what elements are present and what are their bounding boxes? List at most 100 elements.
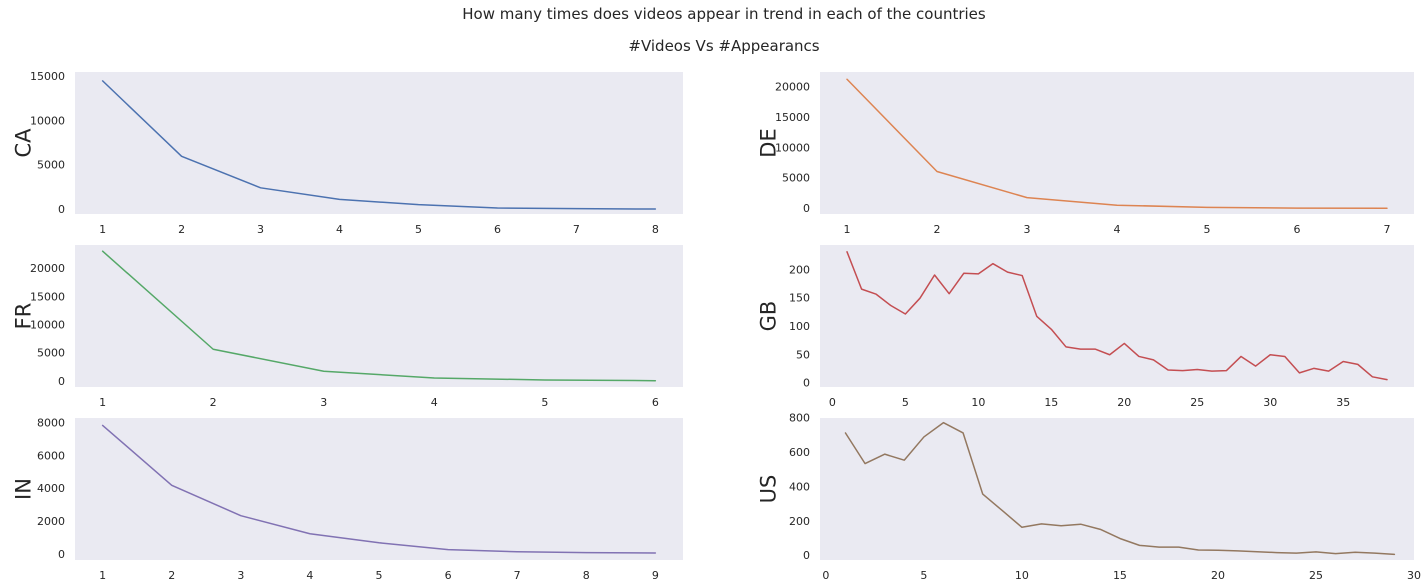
data-point-gb <box>1211 370 1213 372</box>
x-tick-label: 1 <box>844 223 851 236</box>
data-point-gb <box>1269 354 1271 356</box>
y-tick-label: 0 <box>803 549 810 562</box>
subplot-gb: GB 0 5 10 15 20 25 30 35 0 50 100 150 200 <box>756 245 1414 409</box>
x-tick-label: 1 <box>99 569 106 582</box>
plot-area-ca <box>75 72 683 214</box>
data-point-fr <box>101 250 103 252</box>
y-tick-label: 5000 <box>782 172 810 185</box>
series-line-ca <box>101 80 657 210</box>
data-point-fr <box>212 348 214 350</box>
data-point-gb <box>1225 369 1227 371</box>
x-tick-label: 3 <box>237 569 244 582</box>
y-tick-label: 20000 <box>775 81 810 94</box>
data-point-gb <box>1181 369 1183 371</box>
y-tick-label: 15000 <box>30 70 65 83</box>
x-tick-label: 30 <box>1263 396 1277 409</box>
data-point-gb <box>919 297 921 299</box>
data-point-us <box>1138 544 1140 546</box>
data-point-gb <box>1036 315 1038 317</box>
data-point-gb <box>1386 378 1388 380</box>
x-tick-label: 6 <box>494 223 501 236</box>
data-point-de <box>1206 206 1208 208</box>
data-point-de <box>1296 207 1298 209</box>
data-point-us <box>942 421 944 423</box>
data-point-in <box>240 514 242 516</box>
data-point-us <box>903 459 905 461</box>
data-point-ca <box>496 207 498 209</box>
y-tick-label: 5000 <box>37 159 65 172</box>
data-point-ca <box>259 187 261 189</box>
data-point-gb <box>1123 342 1125 344</box>
data-point-gb <box>1342 360 1344 362</box>
y-axis-label-in: IN <box>11 478 35 500</box>
data-point-gb <box>1050 328 1052 330</box>
y-tick-label: 200 <box>789 515 810 528</box>
plot-area-gb <box>820 245 1414 387</box>
y-tick-label: 0 <box>58 375 65 388</box>
data-point-gb <box>933 274 935 276</box>
data-point-fr <box>654 379 656 381</box>
data-point-gb <box>1371 376 1373 378</box>
data-point-in <box>378 542 380 544</box>
subplot-in: IN 1 2 3 4 5 6 7 8 9 0 2000 4000 6000 8000 <box>11 416 683 582</box>
x-tick-label: 35 <box>1336 396 1350 409</box>
data-point-gb <box>1357 363 1359 365</box>
x-tick-label: 0 <box>822 569 829 582</box>
data-point-gb <box>1284 355 1286 357</box>
data-point-gb <box>1298 372 1300 374</box>
data-point-gb <box>904 313 906 315</box>
x-tick-label: 6 <box>445 569 452 582</box>
x-tick-label: 8 <box>652 223 659 236</box>
data-point-gb <box>963 272 965 274</box>
x-tick-label: 15 <box>1113 569 1127 582</box>
data-point-us <box>844 432 846 434</box>
y-tick-label: 0 <box>803 202 810 215</box>
x-tick-label: 5 <box>902 396 909 409</box>
x-tick-label: 7 <box>514 569 521 582</box>
data-point-us <box>1040 523 1042 525</box>
y-tick-label: 5000 <box>37 347 65 360</box>
data-point-us <box>1315 551 1317 553</box>
series-line-de <box>846 78 1388 210</box>
x-tick-label: 4 <box>336 223 343 236</box>
data-point-us <box>1236 550 1238 552</box>
data-point-gb <box>1021 274 1023 276</box>
data-point-in <box>171 484 173 486</box>
data-point-us <box>1080 523 1082 525</box>
y-tick-label: 6000 <box>37 449 65 462</box>
data-point-gb <box>860 288 862 290</box>
plot-area-us <box>820 418 1414 560</box>
data-point-us <box>1256 551 1258 553</box>
data-point-de <box>846 78 848 80</box>
y-tick-label: 0 <box>58 203 65 216</box>
data-point-ca <box>654 208 656 210</box>
series-line-gb <box>846 251 1388 381</box>
data-point-de <box>1026 196 1028 198</box>
data-point-ca <box>575 207 577 209</box>
data-point-in <box>654 552 656 554</box>
data-point-gb <box>1152 359 1154 361</box>
data-point-us <box>1295 552 1297 554</box>
x-tick-label: 7 <box>1384 223 1391 236</box>
data-point-in <box>309 533 311 535</box>
x-tick-label: 4 <box>306 569 313 582</box>
x-tick-label: 2 <box>210 396 217 409</box>
data-point-gb <box>1065 346 1067 348</box>
figure-subtitle: #Videos Vs #Appearancs <box>628 37 819 55</box>
data-point-gb <box>1240 355 1242 357</box>
data-point-de <box>1116 204 1118 206</box>
data-point-gb <box>1094 348 1096 350</box>
data-point-gb <box>890 304 892 306</box>
x-tick-label: 2 <box>934 223 941 236</box>
x-tick-label: 3 <box>1024 223 1031 236</box>
data-point-ca <box>180 155 182 157</box>
x-tick-label: 0 <box>829 396 836 409</box>
x-tick-label: 7 <box>573 223 580 236</box>
y-axis-label-ca: CA <box>11 128 35 158</box>
y-tick-label: 15000 <box>30 290 65 303</box>
y-tick-label: 800 <box>789 412 810 425</box>
data-point-gb <box>977 273 979 275</box>
data-point-us <box>1060 525 1062 527</box>
data-point-us <box>1354 551 1356 553</box>
data-point-gb <box>1109 354 1111 356</box>
